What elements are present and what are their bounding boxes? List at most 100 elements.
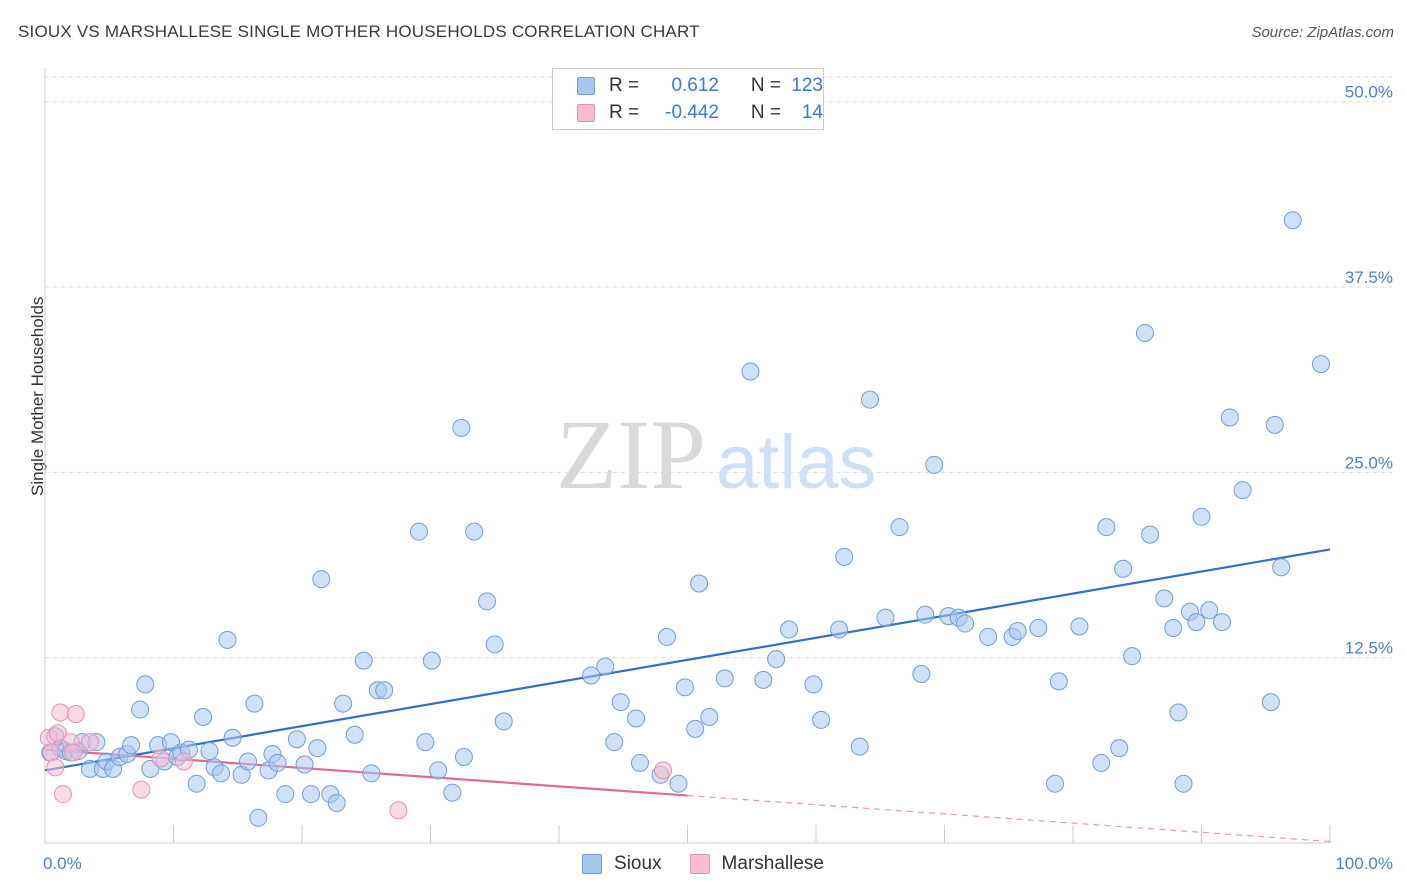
tick-labels: 12.5% 25.0% 37.5% 50.0% 0.0% 100.0%	[43, 83, 1393, 873]
sioux-point	[1169, 703, 1188, 722]
marshallese-point	[389, 801, 408, 820]
sioux-point	[212, 764, 231, 783]
sioux-point	[596, 657, 615, 676]
sioux-point	[200, 742, 219, 761]
sioux-point	[465, 522, 484, 541]
marshallese-point	[66, 705, 85, 724]
sioux-point	[1155, 589, 1174, 608]
sioux-point	[478, 592, 497, 611]
sioux-point	[454, 748, 473, 767]
sioux-point	[979, 627, 998, 646]
sioux-point	[1174, 774, 1193, 793]
sioux-point	[830, 620, 849, 639]
marshallese-point	[51, 703, 70, 722]
sioux-point	[1046, 774, 1065, 793]
legend-item-sioux[interactable]: Sioux	[582, 852, 662, 876]
sioux-point	[452, 418, 471, 437]
chart-title: SIOUX VS MARSHALLESE SINGLE MOTHER HOUSE…	[18, 22, 700, 41]
sioux-point	[804, 675, 823, 694]
sioux-point	[611, 693, 630, 712]
sioux-point	[754, 670, 773, 689]
r-value: -0.442	[665, 102, 719, 123]
grid-lines	[45, 76, 1392, 659]
sioux-point	[1097, 518, 1116, 537]
axes	[44, 68, 1331, 844]
legend-marshallese-swatch	[689, 854, 710, 874]
sioux-point	[354, 651, 373, 670]
watermark-atlas: atlas	[716, 420, 877, 505]
data-points	[39, 211, 1331, 827]
marshallese-point	[48, 724, 67, 743]
y-tick-label: 25.0%	[1345, 453, 1393, 472]
sioux-point	[835, 547, 854, 566]
r-label: R =	[609, 75, 640, 96]
sioux-point	[690, 574, 709, 593]
marshallese-swatch	[577, 104, 595, 122]
sioux-point	[301, 785, 320, 804]
sioux-point	[780, 620, 799, 639]
sioux-swatch	[577, 77, 595, 95]
sioux-point	[295, 755, 314, 774]
sioux-point	[1110, 739, 1129, 758]
sioux-point	[136, 675, 155, 694]
sioux-point	[1265, 415, 1284, 434]
sioux-point	[582, 666, 601, 685]
sioux-point	[249, 808, 268, 827]
marshallese-point	[42, 743, 61, 762]
sioux-point	[630, 753, 649, 772]
legend-item-marshallese[interactable]: Marshallese	[689, 852, 824, 876]
sioux-point	[131, 700, 150, 719]
sioux-point	[812, 710, 831, 729]
x-tick-label-max: 100.0%	[1335, 854, 1393, 873]
sioux-point	[327, 793, 346, 812]
sioux-point	[1029, 619, 1048, 638]
sioux-point	[345, 725, 364, 744]
marshallese-point	[654, 761, 673, 780]
sioux-point	[912, 664, 931, 683]
sioux-point	[362, 764, 381, 783]
sioux-point	[767, 650, 786, 669]
sioux-point	[276, 785, 295, 804]
sioux-point	[605, 733, 624, 752]
sioux-trend-line	[44, 548, 1331, 772]
marshallese-point	[174, 752, 193, 771]
y-tick-label: 50.0%	[1345, 83, 1393, 102]
sioux-point	[485, 635, 504, 654]
sioux-point	[494, 712, 513, 731]
marshallese-trend-extension	[687, 794, 1331, 843]
marshallese-point	[53, 785, 72, 804]
sioux-point	[700, 707, 719, 726]
legend-marshallese-label: Marshallese	[721, 853, 824, 874]
y-tick-label: 12.5%	[1345, 639, 1393, 658]
sioux-point	[916, 605, 935, 624]
sioux-point	[218, 630, 237, 649]
sioux-point	[890, 518, 909, 537]
correlation-stats-box: R = 0.612 N = 123 R = -0.442 N = 14	[552, 68, 824, 130]
sioux-point	[1200, 601, 1219, 620]
sioux-point	[925, 455, 944, 474]
sioux-point	[1312, 355, 1331, 374]
n-label: N =	[750, 102, 781, 123]
sioux-point	[416, 733, 435, 752]
stat-row-marshallese: R = -0.442 N = 14	[577, 100, 823, 126]
sioux-point	[876, 608, 895, 627]
n-value: 123	[791, 75, 823, 96]
sioux-point	[268, 753, 287, 772]
sioux-point	[1187, 613, 1206, 632]
sioux-point	[308, 739, 327, 758]
r-value: 0.612	[671, 75, 719, 96]
sioux-point	[741, 362, 760, 381]
sioux-point	[1070, 617, 1089, 636]
sioux-point	[1135, 323, 1154, 342]
sioux-point	[422, 651, 441, 670]
sioux-point	[1092, 753, 1111, 772]
stat-row-sioux: R = 0.612 N = 123	[577, 73, 823, 99]
sioux-point	[443, 783, 462, 802]
sioux-point	[429, 761, 448, 780]
marshallese-point	[151, 749, 170, 768]
sioux-point	[1272, 558, 1291, 577]
marshallese-point	[80, 733, 99, 752]
r-label: R =	[609, 102, 640, 123]
marshallese-point	[132, 780, 151, 799]
